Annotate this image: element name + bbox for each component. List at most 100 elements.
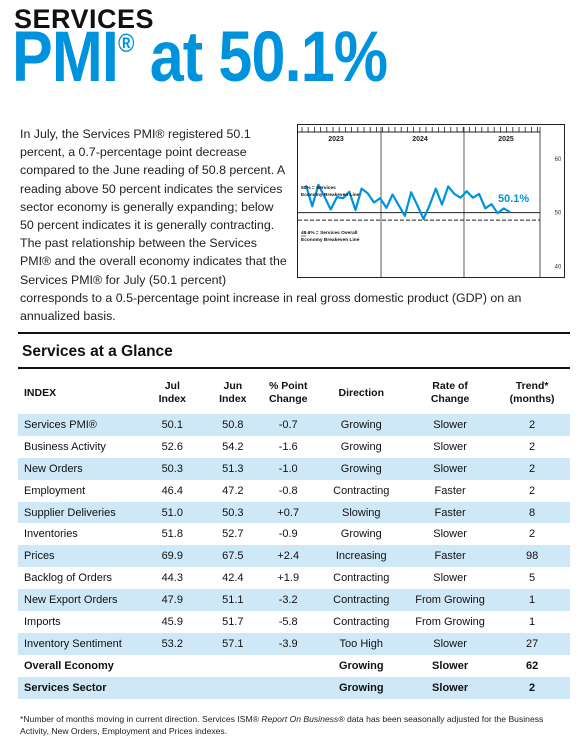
cell-rate: Slower [433, 572, 467, 585]
cell-jul [139, 655, 206, 677]
cell-jul: 50.3 [138, 457, 206, 480]
y-tick-label: 50 [555, 211, 562, 217]
cell-jun: 42.4 [222, 572, 244, 585]
header-jul: Jul Index [139, 372, 206, 414]
cell-trend: 27 [494, 632, 570, 655]
cell-pct: -3.9 [259, 632, 317, 655]
registered-mark: ® [117, 28, 134, 58]
annotation-lower-line: Economy Breakeven Line [301, 237, 360, 243]
cell-jul: 53.2 [138, 632, 206, 655]
table-row: Employment 46.4 47.2 -0.8 Contracting Faster 2 [18, 480, 570, 502]
current-value-label: 50.1% [498, 193, 529, 205]
table-row: New Export Orders 47.9 51.1 -3.2 Contracting… [18, 589, 570, 612]
cell-jun: 51.7 [222, 615, 244, 628]
year-label: 2023 [328, 136, 344, 143]
cell-trend: 2 [529, 440, 536, 453]
cell-jul [138, 676, 206, 699]
cell-rate: Slower [405, 632, 495, 655]
annotation-lower-line: 48.6% = Services Overall [301, 230, 357, 236]
cell-pct: -3.2 [259, 589, 317, 612]
header-rate-1: Rate of [432, 380, 468, 392]
cell-trend: 1 [529, 615, 536, 628]
cell-trend: 2 [494, 676, 570, 699]
table-row: Supplier Deliveries 51.0 50.3 +0.7 Slowing Fa… [18, 501, 570, 524]
section-divider [18, 332, 570, 334]
cell-trend: 2 [529, 528, 536, 541]
cell-jun: 57.1 [205, 632, 260, 655]
cell-direction: Contracting [333, 484, 390, 497]
cell-jun: 50.8 [205, 414, 260, 436]
cell-jul: 44.3 [161, 572, 183, 585]
cell-index: New Export Orders [18, 589, 139, 612]
cell-pct [260, 655, 317, 677]
table-row: Services Sector Growing Slower 2 [18, 676, 570, 699]
cell-jul: 52.6 [161, 440, 183, 453]
cell-rate: Slower [433, 440, 467, 453]
table-row: Prices 69.9 67.5 +2.4 Increasing Faster 98 [18, 545, 570, 568]
header-pct-1: % Point [268, 380, 308, 392]
cell-jun [205, 676, 260, 699]
cell-rate: Faster [405, 501, 495, 524]
cell-jun: 50.3 [205, 501, 260, 524]
cell-pct [259, 676, 317, 699]
cell-jul: 45.9 [161, 615, 183, 628]
header-rate: Rate of Change [406, 372, 494, 414]
cell-index: Overall Economy [24, 659, 114, 672]
section-kicker: SERVICES [14, 4, 155, 34]
cell-direction: Growing [316, 457, 406, 480]
cell-pct: -0.9 [278, 528, 298, 541]
header-trend-2: (months) [509, 393, 555, 405]
cell-index: Services PMI® [18, 414, 139, 436]
cell-index: Inventory Sentiment [18, 632, 139, 655]
year-label: 2025 [498, 136, 514, 143]
cell-pct: +0.7 [259, 501, 317, 524]
cell-jun: 67.5 [205, 545, 260, 568]
cell-trend: 98 [494, 545, 570, 568]
cell-pct: +1.9 [277, 572, 300, 585]
pmi-chart: 2023 2024 2025 60 50 40 50.1% 50% = Services Eco… [297, 124, 565, 278]
cell-jul: 69.9 [138, 545, 206, 568]
cell-jun: 51.1 [205, 589, 260, 612]
cell-direction: Growing [338, 659, 384, 672]
header-rate-2: Change [430, 393, 470, 405]
header-jun-2: Index [219, 393, 247, 405]
cell-trend: 1 [494, 589, 570, 612]
table-row: Inventories 51.8 52.7 -0.9 Growing Slower 2 [18, 523, 570, 545]
cell-rate: Slower [405, 457, 495, 480]
cell-pct: -1.6 [278, 440, 298, 453]
table-row: Overall Economy Growing Slower 62 [18, 655, 570, 677]
cell-trend: 2 [494, 457, 570, 480]
cell-jun: 54.2 [222, 440, 244, 453]
cell-rate: Slower [433, 528, 467, 541]
cell-trend: 62 [525, 659, 539, 672]
cell-rate: From Growing [405, 589, 495, 612]
cell-direction: Growing [340, 528, 382, 541]
footnote-italic: Report On Business® [261, 714, 345, 724]
cell-index: Services Sector [18, 676, 139, 699]
cell-pct: -5.8 [278, 615, 298, 628]
header-trend-1: Trend* [515, 380, 549, 392]
cell-trend: 2 [494, 414, 570, 436]
header-index: INDEX [24, 386, 57, 399]
cell-rate: Faster [434, 484, 466, 497]
cell-index: Backlog of Orders [24, 572, 113, 585]
table-row: Services PMI® 50.1 50.8 -0.7 Growing Slower 2 [18, 414, 570, 436]
y-tick-label: 60 [555, 157, 562, 163]
table-title: Services at a Glance [22, 343, 173, 360]
cell-direction: Growing [316, 676, 406, 699]
services-pmi-series [304, 183, 511, 221]
annotation-upper-line: Economy Breakeven Line [301, 192, 360, 198]
cell-jun: 52.7 [222, 528, 244, 541]
table-header-row: INDEX Jul Index Jun Index % Point Change Di… [18, 372, 570, 414]
header-jun: Jun Index [206, 372, 260, 414]
cell-index: Inventories [24, 528, 78, 541]
cell-direction: Growing [316, 414, 406, 436]
header-jul-1: Jul [164, 380, 180, 392]
cell-trend: 8 [494, 501, 570, 524]
table-row: New Orders 50.3 51.3 -1.0 Growing Slower 2 [18, 457, 570, 480]
header-pct: % Point Change [260, 372, 317, 414]
cell-rate: Slower [405, 676, 495, 699]
cell-rate: Slower [405, 414, 495, 436]
cell-index: New Orders [18, 457, 139, 480]
table-row: Business Activity 52.6 54.2 -1.6 Growing Slow… [18, 436, 570, 458]
